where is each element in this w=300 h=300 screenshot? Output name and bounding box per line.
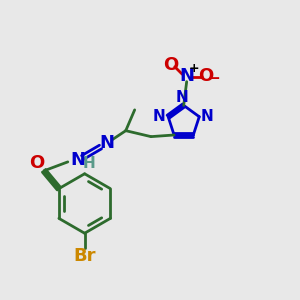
Text: N: N bbox=[153, 109, 166, 124]
Text: N: N bbox=[200, 109, 213, 124]
Text: H: H bbox=[83, 156, 96, 171]
Text: N: N bbox=[179, 67, 194, 85]
Text: O: O bbox=[163, 56, 178, 74]
Text: N: N bbox=[176, 91, 189, 106]
Text: −: − bbox=[208, 71, 220, 86]
Text: N: N bbox=[71, 152, 86, 169]
Text: N: N bbox=[99, 134, 114, 152]
Text: O: O bbox=[29, 154, 44, 172]
Text: Br: Br bbox=[74, 247, 96, 265]
Text: O: O bbox=[198, 67, 214, 85]
Text: +: + bbox=[189, 62, 200, 75]
